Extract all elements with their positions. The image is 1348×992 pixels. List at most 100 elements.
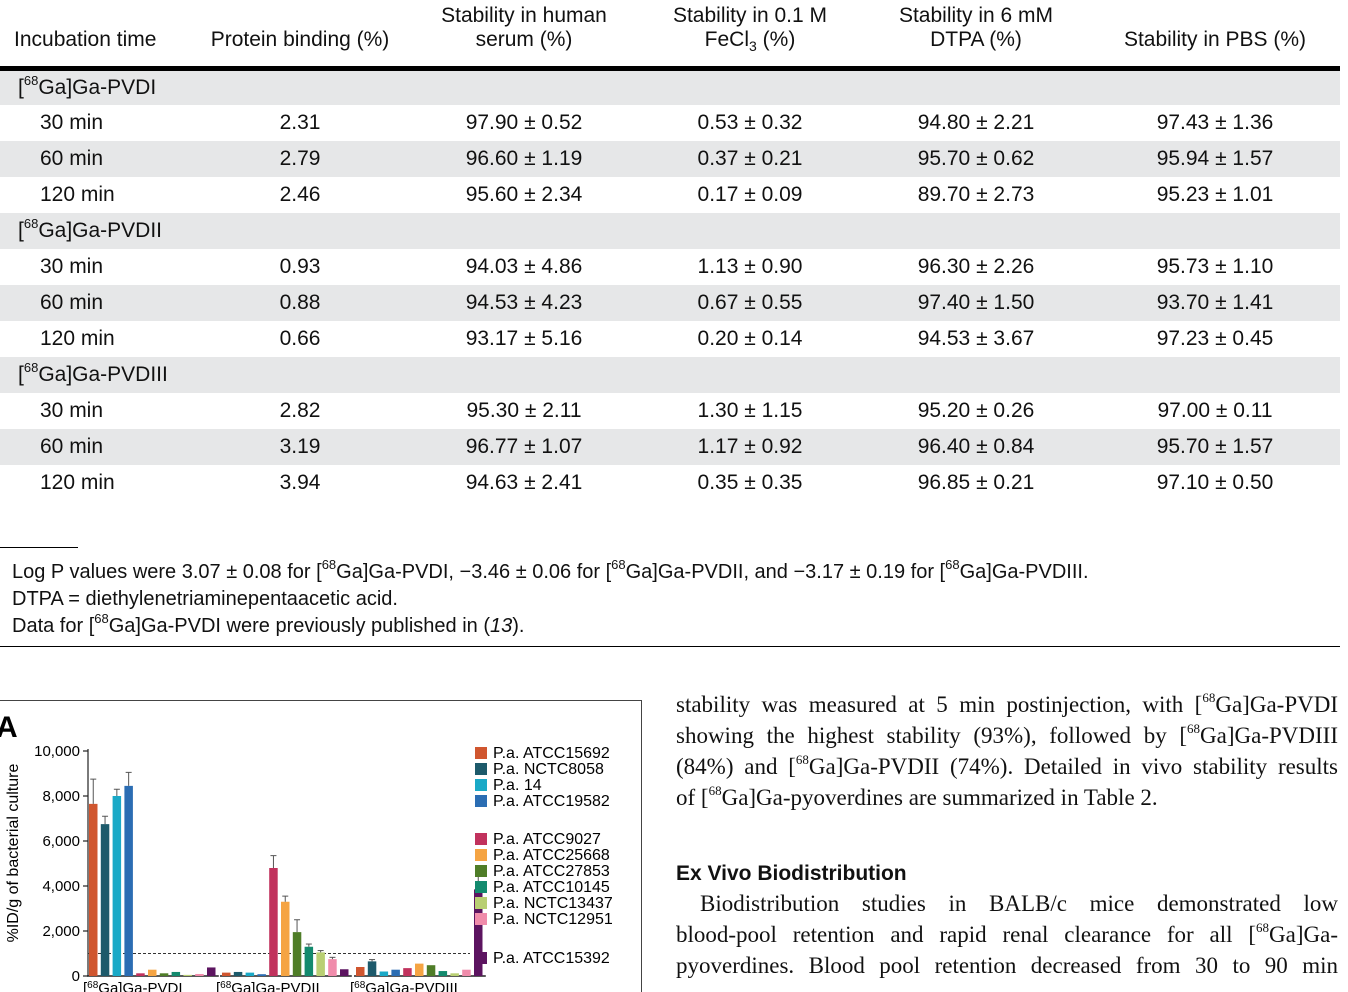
table-row: 120 min 3.94 94.63 ± 2.41 0.35 ± 0.35 96…: [0, 465, 1340, 501]
y-tick-label: 6,000: [42, 833, 80, 850]
text-line: Biodistribution studies in BALB/c mice d…: [700, 891, 1338, 916]
stability-table: Incubation time Protein binding (%) Stab…: [0, 0, 1340, 501]
chart-bars: [89, 771, 483, 976]
cell-protein-binding: 3.19: [190, 428, 410, 465]
legend-label: P.a. ATCC9027: [493, 831, 601, 848]
group-label: [68Ga]Ga-PVDIII: [0, 356, 1340, 393]
bar: [195, 973, 204, 976]
bar: [316, 952, 325, 976]
cell-fecl3: 1.13 ± 0.90: [697, 254, 803, 278]
table-row: 60 min 3.19 96.77 ± 1.07 1.17 ± 0.92 96.…: [0, 428, 1340, 465]
cell-fecl3: 0.53 ± 0.32: [697, 110, 803, 134]
group-label: [68Ga]Ga-PVDI: [0, 68, 1340, 105]
cell-fecl3: 0.20 ± 0.14: [697, 326, 803, 350]
bar: [89, 803, 98, 976]
cell-dtpa: 95.70 ± 0.62: [862, 140, 1090, 177]
cell-protein-binding: 3.94: [279, 470, 321, 494]
cell-serum: 95.30 ± 2.11: [466, 398, 582, 422]
bar: [379, 971, 389, 976]
table-row: 120 min 0.66 93.17 ± 5.16 0.20 ± 0.14 94…: [0, 321, 1340, 357]
cell-fecl3: 0.37 ± 0.21: [638, 140, 862, 177]
table-header-row: Incubation time Protein binding (%) Stab…: [0, 0, 1340, 69]
cell-incubation-time: 60 min: [0, 140, 190, 177]
legend-label: P.a. ATCC19582: [493, 793, 610, 810]
table-row: 30 min 0.93 94.03 ± 4.86 1.13 ± 0.90 96.…: [0, 249, 1340, 285]
cell-fecl3: 0.35 ± 0.35: [697, 470, 803, 494]
cell-dtpa: 96.40 ± 0.84: [862, 428, 1090, 465]
bar: [159, 973, 169, 976]
text-line: (84%) and [68Ga]Ga-PVDII (74%). Detailed…: [676, 752, 1338, 779]
y-axis-label: %ID/g of bacterial culture: [5, 764, 22, 943]
bar: [356, 967, 365, 976]
legend-label: P.a. 14: [493, 777, 542, 794]
legend-swatch: [475, 913, 487, 925]
text-line: of [68Ga]Ga-pyoverdines are summarized i…: [676, 783, 1158, 810]
bar: [415, 963, 424, 976]
cell-pbs: 97.43 ± 1.36: [1156, 110, 1274, 134]
bar: [207, 967, 216, 976]
bar: [245, 972, 255, 976]
cell-dtpa: 94.53 ± 3.67: [917, 326, 1035, 350]
panel-label: A: [0, 711, 18, 744]
y-tick-label: 4,000: [42, 878, 80, 895]
bar: [426, 965, 436, 976]
cell-fecl3: 0.67 ± 0.55: [638, 284, 862, 321]
cell-serum: 94.03 ± 4.86: [465, 254, 583, 278]
table-row: 30 min 2.31 97.90 ± 0.52 0.53 ± 0.32 94.…: [0, 105, 1340, 141]
legend-swatch: [475, 881, 487, 893]
bar: [269, 868, 278, 976]
table-group-row: [68Ga]Ga-PVDI: [0, 68, 1340, 105]
cell-pbs: 97.00 ± 0.11: [1157, 398, 1273, 422]
text-line: showing the highest stability (93%), fol…: [676, 721, 1338, 748]
table-row: 60 min 2.79 96.60 ± 1.19 0.37 ± 0.21 95.…: [0, 140, 1340, 177]
cell-protein-binding: 2.46: [279, 182, 321, 206]
cell-serum: 95.60 ± 2.34: [465, 182, 583, 206]
legend-swatch: [475, 833, 487, 845]
bar: [340, 969, 349, 976]
y-tick-label: 0: [72, 968, 80, 985]
table-group-row: [68Ga]Ga-PVDIII: [0, 356, 1340, 393]
table-row: 60 min 0.88 94.53 ± 4.23 0.67 ± 0.55 97.…: [0, 284, 1340, 321]
cell-fecl3: 1.17 ± 0.92: [638, 428, 862, 465]
bar: [438, 971, 448, 976]
legend-label: P.a. ATCC27853: [493, 863, 610, 880]
cell-dtpa: 94.80 ± 2.21: [917, 110, 1035, 134]
cell-incubation-time: 120 min: [40, 470, 115, 494]
bar: [281, 901, 290, 976]
stability-table-wrapper: Incubation time Protein binding (%) Stab…: [0, 0, 1340, 501]
group-label: [68Ga]Ga-PVDII: [0, 212, 1340, 249]
bar: [403, 968, 412, 976]
cell-dtpa: 89.70 ± 2.73: [917, 182, 1035, 206]
cell-pbs: 95.94 ± 1.57: [1090, 140, 1340, 177]
bar: [148, 969, 157, 976]
cell-pbs: 95.73 ± 1.10: [1156, 254, 1274, 278]
legend-label: P.a. ATCC10145: [493, 879, 610, 896]
cell-pbs: 97.10 ± 0.50: [1156, 470, 1274, 494]
cell-dtpa: 95.20 ± 0.26: [917, 398, 1035, 422]
cell-pbs: 97.23 ± 0.45: [1156, 326, 1274, 350]
legend-label: P.a. NCTC8058: [493, 761, 604, 778]
cell-protein-binding: 2.79: [190, 140, 410, 177]
text-line: pyoverdines. Blood pool retention decrea…: [676, 953, 1338, 978]
footnote-data-source: Data for [68Ga]Ga-PVDI were previously p…: [12, 611, 525, 637]
bar: [100, 824, 110, 976]
cell-incubation-time: 120 min: [40, 182, 115, 206]
bar: [257, 974, 266, 976]
legend-label: P.a. ATCC25668: [493, 847, 610, 864]
bar: [136, 973, 145, 976]
footnote-reference[interactable]: 13: [490, 615, 513, 637]
header-fecl3-stability: Stability in 0.1 M FeCl3 (%): [672, 4, 828, 55]
bar: [450, 973, 459, 976]
y-tick-label: 10,000: [34, 743, 80, 760]
bar: [474, 889, 483, 976]
section-heading: Ex Vivo Biodistribution: [676, 862, 907, 885]
legend-swatch: [475, 849, 487, 861]
bar: [304, 946, 314, 976]
cell-pbs: 95.23 ± 1.01: [1156, 182, 1274, 206]
footnote-logp: Log P values were 3.07 ± 0.08 for [68Ga]…: [12, 557, 1089, 583]
cell-protein-binding: 2.82: [279, 398, 321, 422]
legend-swatch: [475, 779, 487, 791]
uptake-bar-chart: A %ID/g of bacterial culture 10,000 8,000…: [0, 711, 613, 992]
y-tick-label: 8,000: [42, 788, 80, 805]
cell-protein-binding: 0.93: [279, 254, 321, 278]
